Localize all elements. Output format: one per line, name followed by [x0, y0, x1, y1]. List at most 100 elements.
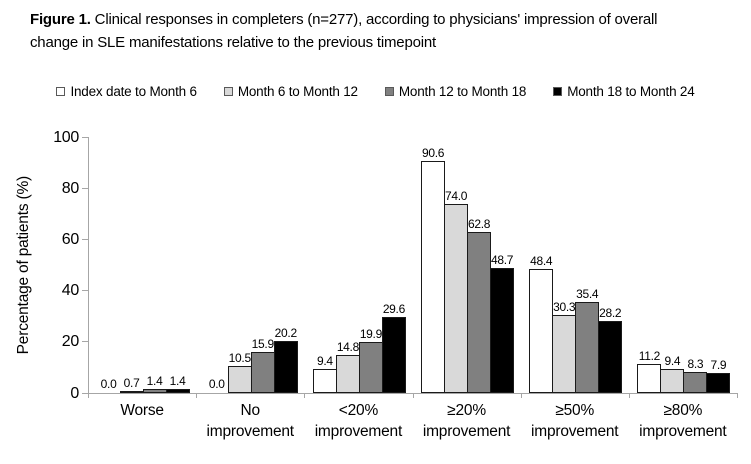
x-category-label-line2: improvement	[639, 423, 727, 440]
legend-swatch-icon	[553, 87, 563, 96]
bar-value-label: 0.0	[100, 377, 117, 391]
bar: 48.7	[490, 253, 515, 393]
bar: 15.9	[250, 337, 275, 393]
legend-item: Index date to Month 6	[56, 84, 197, 99]
x-axis-tick	[413, 393, 414, 398]
bar-value-label: 74.0	[444, 188, 468, 203]
bar-value-label: 0.7	[123, 376, 140, 390]
x-category-label-line2: improvement	[422, 423, 511, 440]
y-tick-mark	[82, 290, 88, 292]
bar: 1.4	[142, 374, 167, 393]
x-axis-tick	[521, 393, 522, 398]
x-axis-labels: Worse No improvement <20% improvement ≥20% imp…	[88, 400, 737, 442]
y-tick-mark	[82, 136, 88, 138]
x-category-label-line2: improvement	[206, 423, 295, 440]
bar: 28.2	[598, 306, 623, 393]
bar: 1.4	[165, 374, 190, 393]
legend-item: Month 18 to Month 24	[553, 84, 695, 99]
y-tick-label: 40	[61, 282, 80, 300]
bar: 9.4	[312, 354, 337, 393]
bar-value-label: 7.9	[710, 357, 727, 372]
bar-value-label: 48.7	[490, 253, 514, 268]
bar-group: 9.4 14.8 19.9 29.6	[305, 137, 413, 393]
bar: 9.4	[660, 354, 685, 393]
bar-value-label: 90.6	[421, 146, 445, 161]
bar: 19.9	[358, 327, 383, 393]
legend-item: Month 6 to Month 12	[223, 84, 358, 99]
bar: 74.0	[444, 189, 469, 393]
bar-value-label: 35.4	[576, 287, 599, 302]
bar-value-label: 14.8	[336, 340, 359, 355]
figure-title-text: Clinical responses in completers (n=277)…	[90, 11, 658, 28]
bar: 11.2	[637, 349, 662, 393]
bar: 0.7	[119, 376, 144, 393]
legend-swatch-icon	[384, 87, 394, 96]
legend-swatch-icon	[56, 87, 66, 96]
bar: 48.4	[529, 254, 554, 393]
x-category-label-line1: ≥20%	[447, 402, 486, 419]
bar-group: 48.4 30.3 35.4 28.2	[522, 137, 630, 393]
y-tick-label: 60	[61, 230, 80, 248]
bar-value-label: 0.0	[208, 377, 225, 391]
bar-group: 11.2 9.4 8.3 7.9	[630, 137, 738, 393]
x-category-label: ≥20% improvement	[412, 400, 520, 442]
x-axis-tick	[737, 393, 738, 398]
x-category-label: <20% improvement	[304, 400, 412, 442]
x-category-label-line1: ≥50%	[555, 402, 595, 419]
x-category-label-line1: ≥80%	[663, 402, 703, 419]
legend-item: Month 12 to Month 18	[384, 84, 527, 99]
bar: 10.5	[227, 351, 252, 393]
bar-value-label: 29.6	[382, 302, 405, 317]
bar-value-label: 8.3	[687, 356, 704, 371]
figure-number: Figure 1.	[30, 11, 91, 28]
bar-group: 0.0 0.7 1.4 1.4	[89, 137, 197, 393]
bar-value-label: 1.4	[169, 374, 186, 389]
bar-value-label: 10.5	[228, 351, 251, 366]
y-axis-title: Percentage of patients (%)	[13, 137, 35, 393]
bar-groups: 0.0 0.7 1.4 1.4 0.0 10.5 15.9 20.2 9.4 14.8 19.9 29…	[89, 137, 738, 393]
y-tick-label: 20	[61, 333, 80, 351]
bar-value-label: 28.2	[599, 305, 622, 320]
plot-area: Percentage of patients (%) 0.0 0.7 1.4 1.4 0…	[15, 129, 738, 402]
bar-value-label: 15.9	[251, 337, 274, 352]
x-category-label-line1: Worse	[120, 402, 164, 419]
legend-label: Month 6 to Month 12	[237, 84, 358, 99]
y-tick-mark	[82, 238, 88, 240]
bar: 30.3	[552, 300, 577, 393]
bar-value-label: 9.4	[316, 353, 333, 368]
y-tick-label: 100	[53, 128, 79, 146]
x-category-label: No improvement	[196, 400, 304, 442]
legend-label: Index date to Month 6	[70, 84, 197, 99]
bar-group: 0.0 10.5 15.9 20.2	[197, 137, 305, 393]
x-category-label-line1: <20%	[338, 402, 379, 419]
x-category-label: Worse	[88, 400, 196, 442]
figure-title: Figure 1. Clinical responses in complete…	[30, 9, 742, 54]
bar-value-label: 19.9	[359, 327, 382, 342]
bar-value-label: 62.8	[467, 217, 491, 232]
bar-group: 90.6 74.0 62.8 48.7	[413, 137, 521, 393]
bar-value-label: 11.2	[638, 349, 661, 364]
x-category-label-line2: improvement	[531, 423, 619, 440]
x-axis-tick	[304, 393, 305, 398]
bar: 14.8	[335, 340, 360, 393]
y-tick-label: 0	[70, 384, 79, 402]
legend: Index date to Month 6 Month 6 to Month 12…	[0, 84, 751, 99]
bar-value-label: 30.3	[553, 300, 576, 315]
bar-value-label: 9.4	[664, 353, 681, 368]
legend-label: Month 12 to Month 18	[398, 84, 527, 99]
legend-swatch-icon	[223, 87, 233, 96]
x-category-label: ≥80% improvement	[629, 400, 737, 442]
bar-value-label: 1.4	[146, 374, 163, 389]
legend-label: Month 18 to Month 24	[567, 84, 695, 99]
figure-title-line2: change in SLE manifestations relative to…	[30, 33, 436, 51]
bar: 8.3	[683, 357, 708, 393]
x-category-label: ≥50% improvement	[521, 400, 629, 442]
bar: 29.6	[381, 302, 406, 393]
y-tick-mark	[82, 187, 88, 189]
x-category-label-line2: improvement	[314, 423, 403, 440]
bar: 90.6	[421, 146, 446, 393]
bar-value-label: 20.2	[274, 326, 297, 341]
y-tick-mark	[82, 341, 88, 343]
x-axis-tick	[629, 393, 630, 398]
bar: 20.2	[273, 326, 298, 393]
